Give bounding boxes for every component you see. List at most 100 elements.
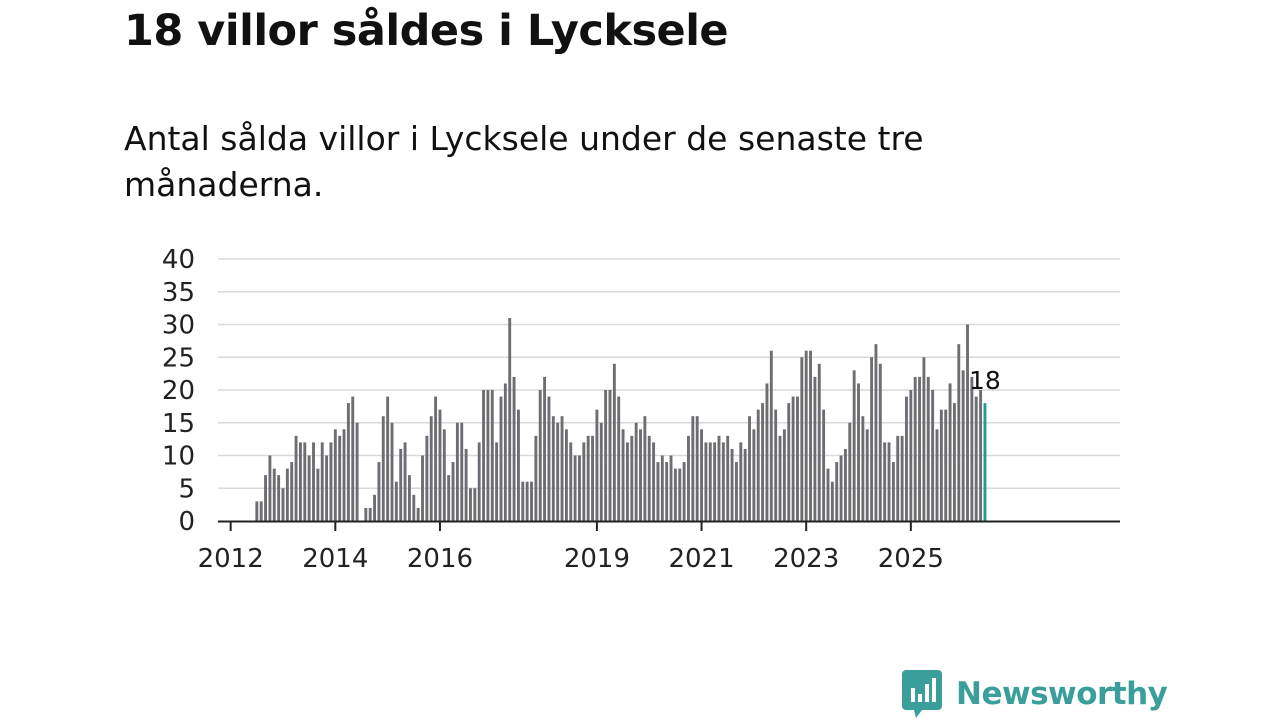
bar: [508, 317, 512, 521]
bar: [769, 350, 773, 521]
bar: [905, 396, 908, 521]
bar: [582, 442, 586, 521]
x-tick-label: 2012: [198, 544, 264, 574]
bar: [652, 442, 656, 521]
bar: [691, 416, 695, 521]
bar: [464, 448, 468, 521]
bar: [521, 481, 525, 521]
bar: [342, 429, 346, 521]
bar: [320, 442, 324, 521]
bar: [700, 429, 703, 521]
bar: [944, 409, 948, 521]
bar: [730, 448, 734, 521]
bar: [473, 488, 477, 521]
y-tick-label: 10: [162, 442, 195, 472]
y-tick-label: 0: [178, 507, 195, 537]
bar: [748, 416, 751, 521]
bar: [970, 376, 974, 521]
bar: [285, 468, 289, 521]
bar: [569, 442, 573, 521]
bar: [460, 422, 464, 521]
bar: [298, 442, 302, 521]
bar: [416, 507, 420, 521]
bar: [451, 462, 455, 521]
x-tick-label: 2025: [878, 544, 944, 574]
bar: [639, 429, 642, 521]
y-tick-label: 40: [162, 245, 195, 275]
bar: [495, 442, 499, 521]
bar: [813, 376, 817, 521]
bar: [883, 442, 887, 521]
bar: [434, 396, 438, 521]
bar: [822, 409, 826, 521]
bar: [857, 383, 860, 521]
bar: [551, 416, 555, 521]
bar: [516, 409, 520, 521]
bar: [604, 390, 608, 521]
x-tick-label: 2021: [668, 544, 734, 574]
bar: [346, 403, 350, 521]
bar: [900, 435, 904, 521]
bar: [534, 435, 538, 521]
bar: [726, 435, 730, 521]
bar: [573, 455, 577, 521]
bar: [455, 422, 459, 521]
bar: [804, 350, 808, 521]
bar: [961, 370, 965, 521]
chart-subtitle: Antal sålda villor i Lycksele under de s…: [124, 119, 924, 204]
bar: [839, 455, 843, 521]
bar: [442, 429, 446, 521]
bar: [608, 390, 612, 521]
bar: [394, 481, 398, 521]
bar: [935, 429, 939, 521]
bar: [713, 442, 717, 521]
bar: [861, 416, 865, 521]
bar: [634, 422, 638, 521]
bar: [303, 442, 307, 521]
bar: [390, 422, 394, 521]
bar: [556, 422, 560, 521]
bar: [896, 435, 900, 521]
bar: [852, 370, 856, 521]
bar: [761, 403, 765, 521]
y-tick-label: 30: [162, 311, 195, 341]
bar: [547, 396, 551, 521]
x-tick-label: 2016: [407, 544, 473, 574]
bar: [660, 455, 664, 521]
newsworthy-logo[interactable]: Newsworthy: [902, 670, 1168, 718]
bar: [717, 435, 721, 521]
bar: [647, 435, 651, 521]
bar: [377, 462, 381, 521]
bar: [878, 363, 882, 521]
bar: [939, 409, 943, 521]
y-tick-label: 5: [178, 474, 195, 504]
bar: [421, 455, 424, 521]
bar: [438, 409, 442, 521]
bar: [490, 390, 494, 521]
bar: [843, 448, 847, 521]
y-tick-label: 25: [162, 343, 195, 373]
bar: [704, 442, 708, 521]
bar: [268, 455, 272, 521]
bar: [922, 357, 926, 521]
y-tick-label: 35: [162, 278, 195, 308]
bar: [373, 494, 376, 521]
x-tick-label: 2019: [564, 544, 630, 574]
bar: [743, 448, 747, 521]
bar: [625, 442, 629, 521]
newsworthy-logo-icon: [902, 670, 942, 718]
bar: [499, 396, 503, 521]
bar: [294, 435, 298, 521]
bar: [948, 383, 952, 521]
bar: [617, 396, 621, 521]
bar-highlight: [983, 403, 987, 521]
bar: [887, 442, 891, 521]
bar: [708, 442, 712, 521]
bar: [909, 390, 913, 521]
chart-title: 18 villor såldes i Lycksele: [124, 6, 729, 56]
bar: [656, 462, 660, 521]
y-tick-label: 20: [162, 376, 195, 406]
bar: [329, 442, 333, 521]
